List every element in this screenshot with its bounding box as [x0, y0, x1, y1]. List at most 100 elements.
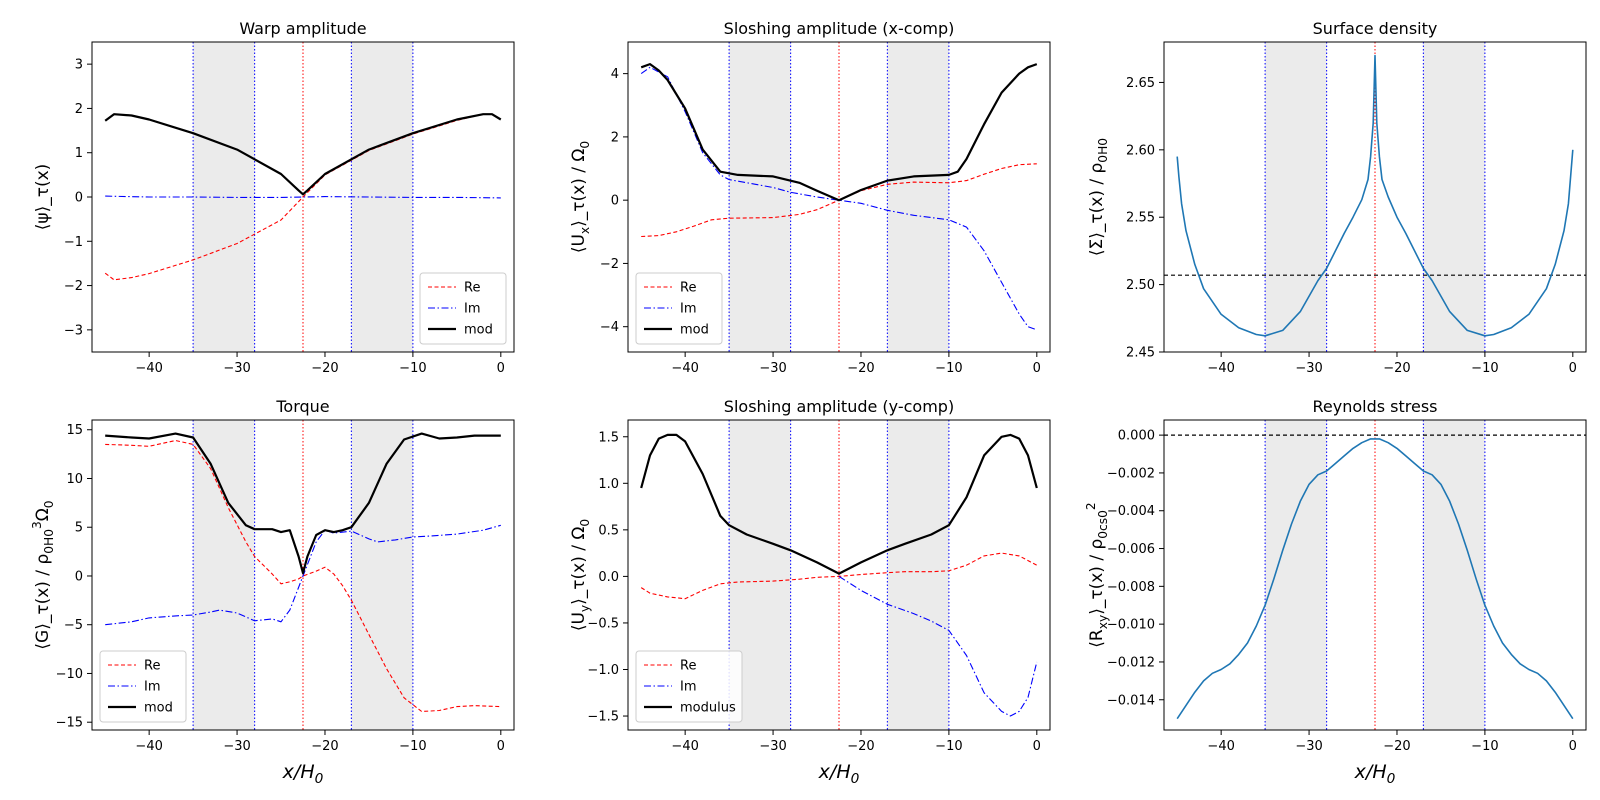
x-tick-label: −40: [135, 739, 162, 754]
legend-entry: Re: [680, 659, 696, 674]
x-tick-label: −40: [135, 361, 162, 376]
x-tick-label: 0: [497, 361, 505, 376]
x-tick-label: −30: [759, 739, 786, 754]
legend-entry: Im: [144, 680, 161, 695]
y-tick-label: 2.50: [1126, 278, 1155, 293]
x-tick-label: −10: [1471, 739, 1498, 754]
plot-area: [105, 420, 501, 730]
x-tick-label: −30: [1295, 739, 1322, 754]
shaded-region: [729, 42, 791, 352]
x-tick-label: −10: [935, 739, 962, 754]
chart-title: Warp amplitude: [239, 19, 366, 38]
shaded-region: [1265, 42, 1327, 352]
y-tick-label: −10: [56, 667, 83, 682]
y-tick-label: −1.0: [587, 663, 619, 678]
x-tick-label: −20: [847, 361, 874, 376]
legend-entry: Im: [464, 302, 481, 317]
y-tick-label: −2: [64, 279, 83, 294]
legend-entry: Re: [144, 659, 160, 674]
series-line-im: [838, 575, 1038, 717]
series-line-im: [105, 524, 501, 626]
y-tick-label: −0.5: [587, 616, 619, 631]
chart-title: Reynolds stress: [1312, 397, 1437, 416]
axes-frame: [627, 419, 1051, 731]
y-tick-label: 1.5: [598, 430, 619, 445]
y-tick-label: −0.010: [1107, 618, 1155, 633]
x-tick-label: 0: [1033, 739, 1041, 754]
legend-box: [99, 650, 187, 723]
y-tick-label: −5: [64, 618, 83, 633]
x-tick-label: −30: [223, 739, 250, 754]
series-line-r-xy: [1176, 438, 1574, 720]
axes-frame: [627, 41, 1051, 353]
x-axis-label: x/H0​: [1354, 761, 1396, 787]
plot-area: [1164, 420, 1586, 730]
shaded-region: [193, 420, 255, 730]
legend-box: [635, 650, 743, 723]
series-line-mod: [105, 432, 501, 575]
legend-entry: Im: [680, 302, 697, 317]
x-tick-label: 0: [1033, 361, 1041, 376]
axes-frame: [91, 419, 515, 731]
y-tick-label: −15: [56, 716, 83, 731]
y-tick-label: −2: [600, 257, 619, 272]
y-tick-label: 2.60: [1126, 143, 1155, 158]
y-tick-label: −0.004: [1107, 504, 1155, 519]
plot-area: [104, 42, 502, 352]
legend-entry: mod: [680, 323, 709, 338]
x-tick-label: −30: [759, 361, 786, 376]
y-axis-label: ⟨ψ⟩_τ(x): [33, 164, 53, 231]
y-tick-label: 0: [75, 569, 83, 584]
y-tick-label: −4: [600, 320, 619, 335]
y-axis-label: ⟨Σ⟩_τ(x) / ρ0H0​: [1087, 138, 1110, 256]
x-tick-label: −20: [311, 739, 338, 754]
y-axis-label: ⟨Uy⟩_τ(x) / Ω0​: [569, 519, 592, 631]
panel-torque: −40 −30 −20 −10 0 −15 −10 −5 0 5 10 15 Torque ⟨G⟩_τ(x…: [30, 397, 515, 787]
x-tick-label: −40: [671, 361, 698, 376]
series-line--: [1176, 54, 1574, 337]
y-tick-label: −0.008: [1107, 580, 1155, 595]
chart-title: Sloshing amplitude (x-comp): [724, 19, 955, 38]
y-tick-label: −1: [64, 235, 83, 250]
legend-entry: Re: [680, 281, 696, 296]
legend-entry: Im: [680, 680, 697, 695]
legend: Re Im modulus: [635, 650, 743, 723]
series-line-mod: [104, 113, 502, 196]
axes-frame: [1163, 41, 1587, 353]
x-tick-label: 0: [1569, 739, 1577, 754]
series-line-modulus: [640, 433, 1038, 575]
x-tick-label: −40: [1207, 361, 1234, 376]
y-tick-label: −1.5: [587, 710, 619, 725]
y-tick-label: 5: [75, 521, 83, 536]
plot-area: [1164, 42, 1586, 352]
x-tick-label: −10: [935, 361, 962, 376]
legend-box: [419, 272, 507, 345]
legend-entry: mod: [144, 701, 173, 716]
shaded-region: [351, 420, 413, 730]
y-tick-label: 2.45: [1126, 346, 1155, 361]
y-tick-label: 0.0: [598, 570, 619, 585]
shaded-region: [887, 42, 949, 352]
y-tick-label: −0.014: [1107, 693, 1155, 708]
chart-title: Torque: [275, 397, 329, 416]
legend: Re Im mod: [99, 650, 187, 723]
x-tick-label: 0: [1569, 361, 1577, 376]
x-axis-label: x/H0​: [818, 761, 860, 787]
y-tick-label: −0.002: [1107, 466, 1155, 481]
y-tick-label: 10: [66, 472, 83, 487]
y-tick-label: 2.65: [1126, 76, 1155, 91]
x-tick-label: −40: [671, 739, 698, 754]
x-tick-label: −20: [847, 739, 874, 754]
legend-entry: Re: [464, 281, 480, 296]
plot-area: [640, 42, 1038, 352]
x-tick-label: −20: [1383, 361, 1410, 376]
legend: Re Im mod: [419, 272, 507, 345]
y-tick-label: 1: [75, 146, 83, 161]
panel-slosh-y: −40 −30 −20 −10 0 −1.5 −1.0 −0.5 0.0 0.5 1.0 1.5 Slo…: [569, 397, 1051, 787]
y-tick-label: −0.006: [1107, 542, 1155, 557]
legend-box: [635, 272, 723, 345]
series-line-re: [105, 439, 501, 713]
y-axis-label: ⟨G⟩_τ(x) / ρ0H03Ω0​: [30, 500, 56, 649]
